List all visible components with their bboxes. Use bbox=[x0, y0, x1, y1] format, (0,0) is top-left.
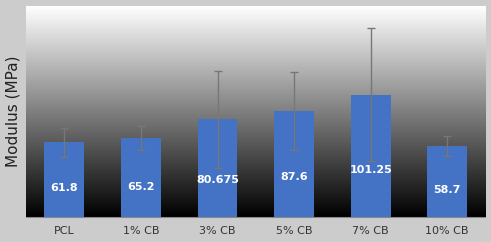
Bar bbox=[427, 146, 467, 217]
Bar bbox=[274, 111, 314, 217]
Text: 61.8: 61.8 bbox=[51, 183, 78, 193]
Bar bbox=[121, 138, 161, 217]
Text: 58.7: 58.7 bbox=[434, 185, 461, 195]
Text: 87.6: 87.6 bbox=[280, 172, 308, 182]
Bar bbox=[351, 95, 390, 217]
Text: 65.2: 65.2 bbox=[127, 182, 155, 192]
Bar bbox=[45, 142, 84, 217]
Y-axis label: Modulus (MPa): Modulus (MPa) bbox=[5, 55, 21, 167]
Text: 80.675: 80.675 bbox=[196, 175, 239, 185]
Bar bbox=[197, 119, 238, 217]
Text: 101.25: 101.25 bbox=[349, 165, 392, 175]
